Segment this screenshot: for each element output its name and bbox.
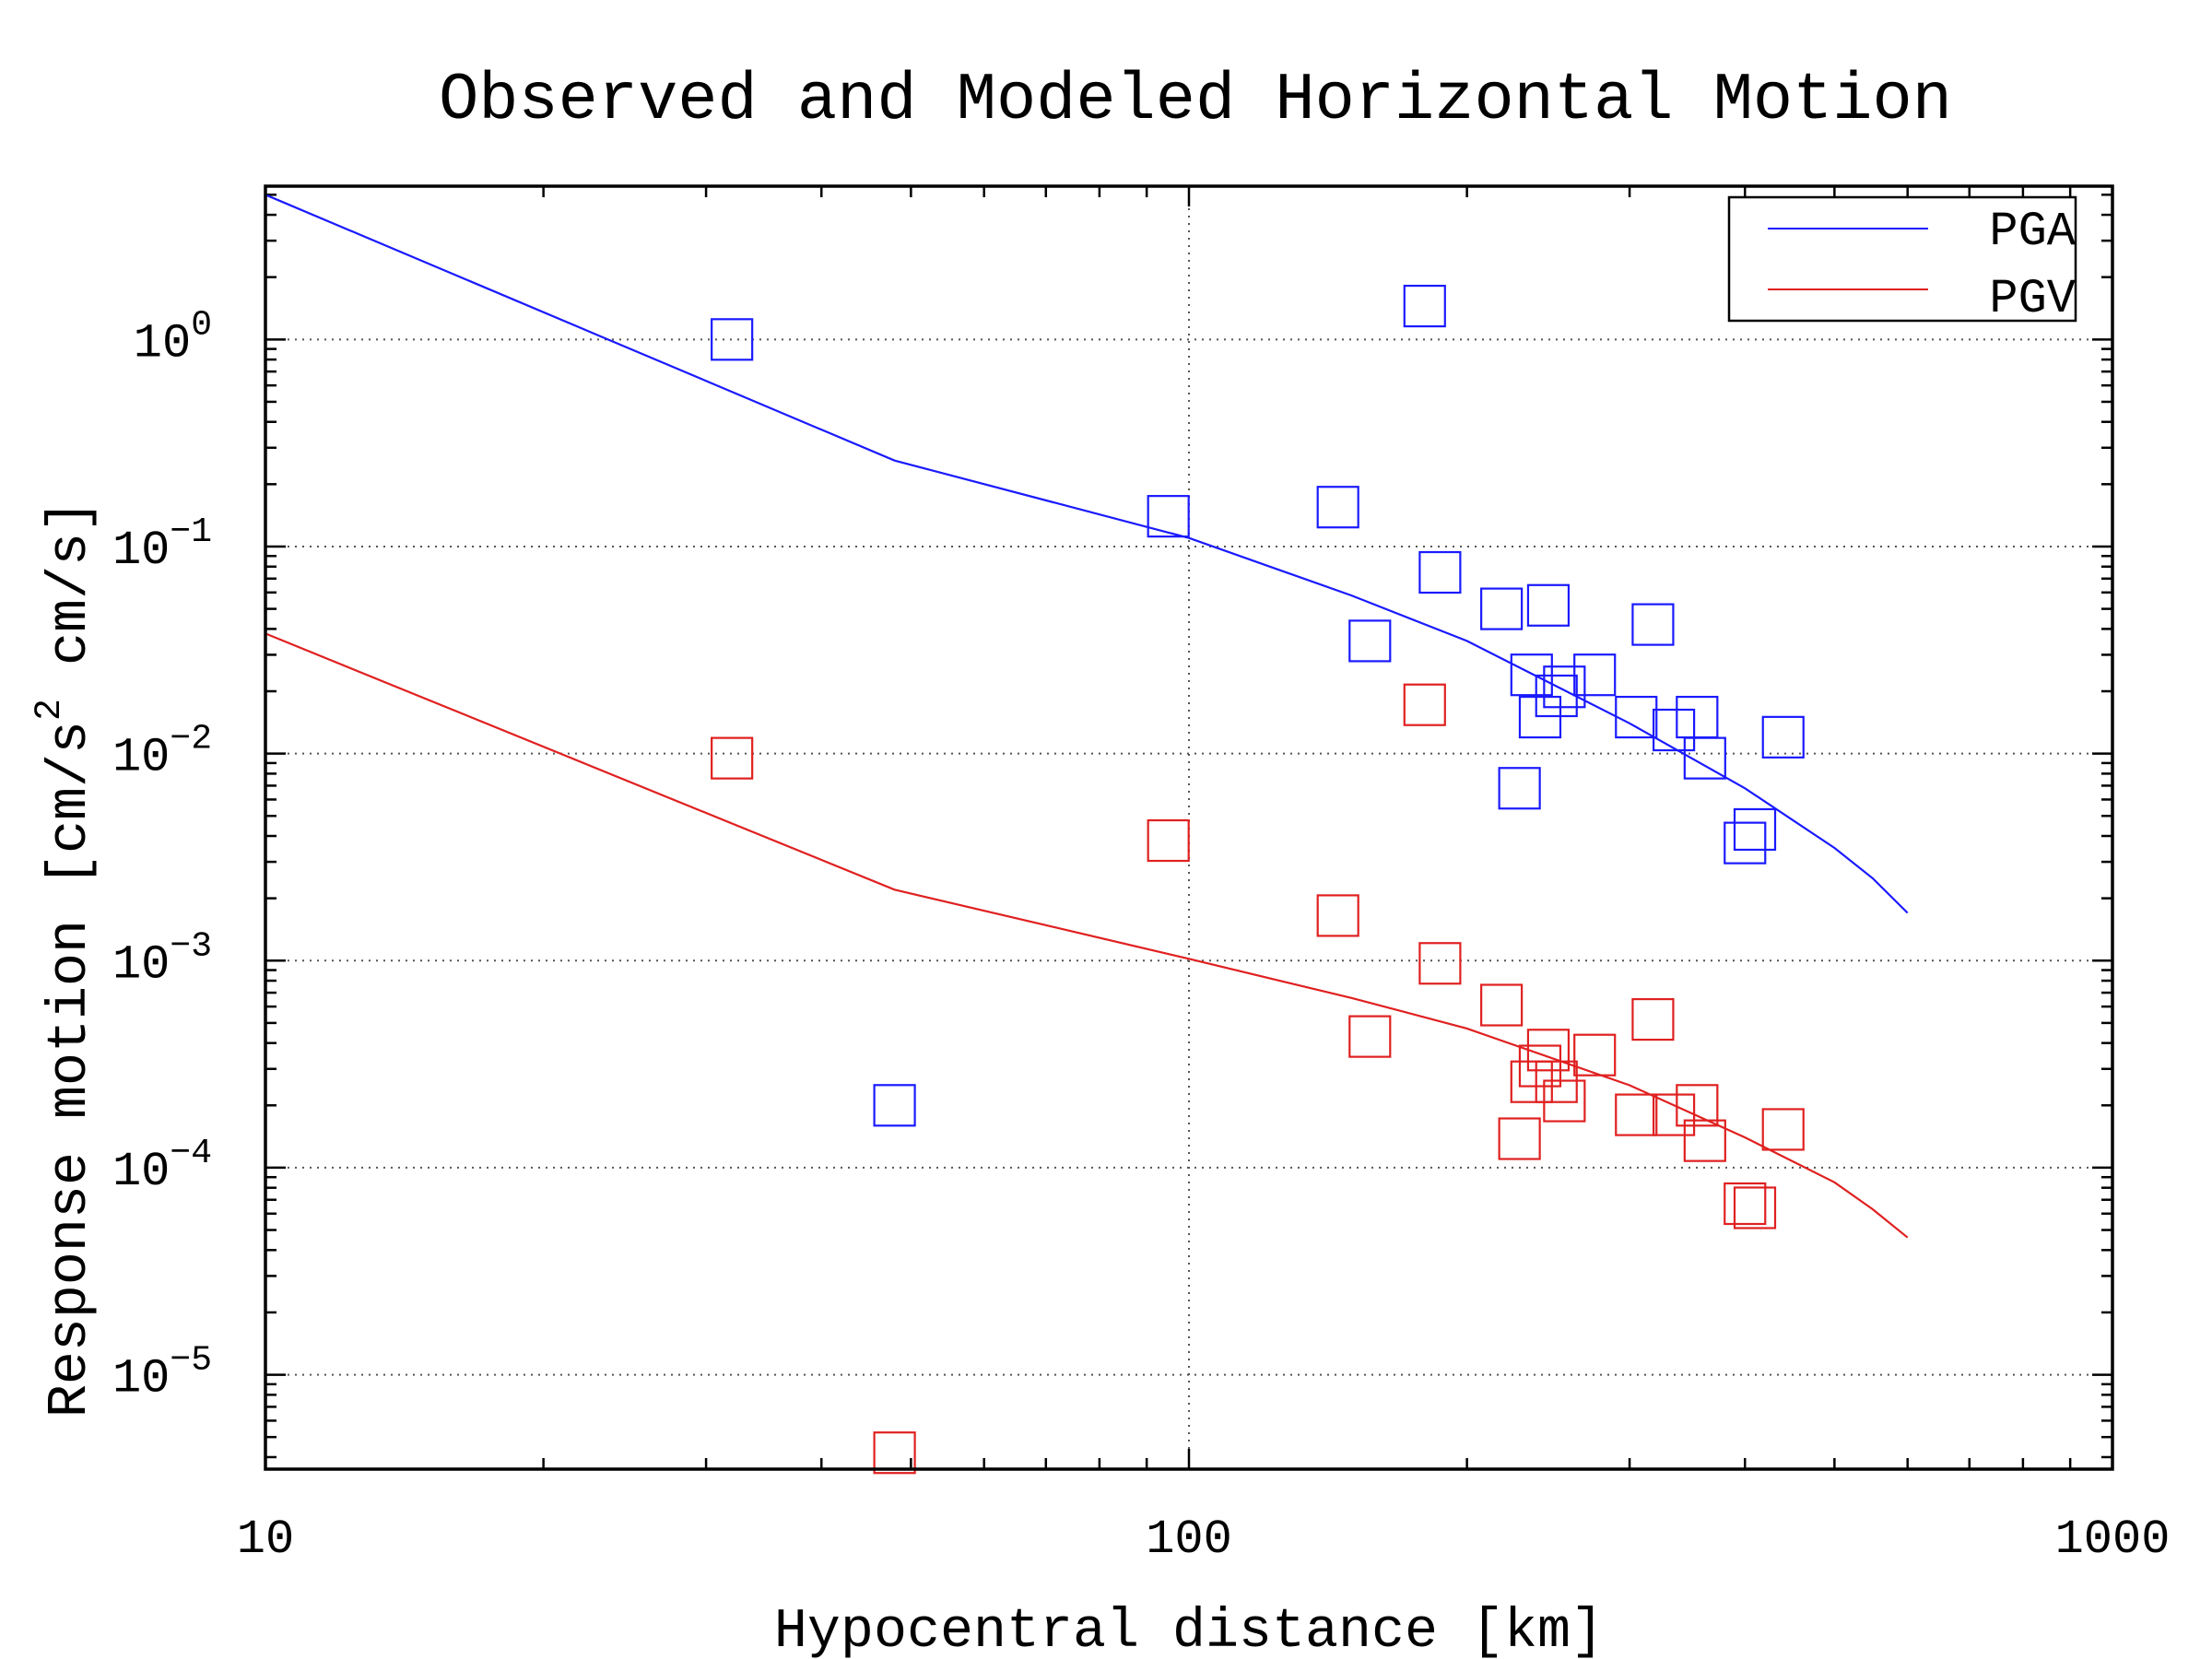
observed-point-pga bbox=[1733, 807, 1777, 852]
observed-point-pga bbox=[1573, 653, 1617, 697]
x-axis-label: Hypocentral distance [km] bbox=[774, 1601, 1604, 1659]
observed-point-pga bbox=[1761, 715, 1805, 759]
observed-point-pgv bbox=[1510, 1060, 1553, 1103]
observed-point-pgv bbox=[1403, 683, 1446, 726]
legend: PGA PGV bbox=[1727, 195, 2077, 326]
model-line-pga bbox=[265, 194, 1909, 914]
y-axis-label-superscript: 2 bbox=[29, 699, 71, 721]
observed-point-pga bbox=[1403, 284, 1446, 328]
x-tick-label: 1000 bbox=[2055, 1512, 2171, 1567]
plot-frame bbox=[264, 184, 2114, 1471]
observed-point-pgv bbox=[873, 1431, 916, 1475]
y-axis-label-suffix: cm/s] bbox=[40, 500, 102, 699]
model-line-pgv bbox=[265, 632, 1909, 1239]
observed-point-pgv bbox=[1724, 1182, 1767, 1226]
y-tick-label: 10−2 bbox=[112, 720, 212, 785]
y-axis-label-main: Response motion [cm/s bbox=[40, 721, 102, 1418]
observed-point-pgv bbox=[1316, 894, 1359, 937]
legend-label-pga: PGA bbox=[1989, 205, 2076, 259]
observed-point-pga bbox=[1147, 495, 1190, 538]
observed-point-pgv bbox=[1147, 818, 1190, 863]
y-tick-labels: 100 10−1 10−2 10−3 10−4 10−5 bbox=[112, 305, 212, 1406]
observed-point-pgv bbox=[1615, 1093, 1658, 1136]
y-tick-label: 10−4 bbox=[112, 1134, 212, 1199]
observed-point-pga bbox=[1652, 708, 1696, 752]
x-tick-label: 100 bbox=[1146, 1512, 1232, 1567]
observed-point-pga bbox=[1316, 486, 1359, 529]
observed-point-pga bbox=[1615, 695, 1658, 739]
observed-point-pgv bbox=[1543, 1079, 1586, 1123]
observed-point-pgv bbox=[1348, 1015, 1392, 1058]
observed-point-pgv bbox=[1480, 983, 1524, 1027]
y-tick-label: 10−1 bbox=[112, 512, 212, 578]
observed-point-pgv bbox=[1652, 1093, 1696, 1136]
axis-ticks bbox=[264, 186, 2112, 1469]
observed-point-pgv bbox=[1761, 1108, 1805, 1151]
observed-point-pga bbox=[1498, 767, 1541, 810]
legend-label-pgv: PGV bbox=[1989, 272, 2076, 326]
observed-point-pga bbox=[1631, 603, 1675, 646]
y-tick-label: 10−3 bbox=[112, 926, 212, 992]
series-layer bbox=[265, 194, 1909, 1475]
observed-point-pga bbox=[1526, 583, 1571, 627]
legend-box bbox=[1727, 195, 2077, 323]
observed-point-pga bbox=[1676, 695, 1719, 739]
observed-point-pgv bbox=[1733, 1186, 1777, 1230]
observed-point-pga bbox=[1418, 550, 1462, 594]
observed-point-pgv bbox=[1518, 1044, 1562, 1088]
observed-point-pgv bbox=[1676, 1084, 1719, 1127]
observed-point-pgv bbox=[1535, 1060, 1578, 1103]
observed-point-pga bbox=[1543, 665, 1586, 709]
chart-title: Observed and Modeled Horizontal Motion bbox=[439, 63, 1952, 138]
y-axis-label: Response motion [cm/s2 cm/s] bbox=[29, 500, 102, 1418]
observed-point-pga bbox=[873, 1084, 916, 1127]
observed-point-pga bbox=[1724, 821, 1767, 865]
observed-point-pgv bbox=[1573, 1033, 1617, 1077]
observed-point-pgv bbox=[1418, 942, 1462, 985]
observed-point-pga bbox=[1480, 587, 1524, 630]
observed-point-pga bbox=[1683, 736, 1726, 780]
x-tick-labels: 10 100 1000 bbox=[237, 1512, 2171, 1567]
y-tick-label: 100 bbox=[134, 305, 212, 371]
x-tick-label: 10 bbox=[237, 1512, 294, 1567]
observed-point-pgv bbox=[711, 736, 754, 780]
observed-point-pga bbox=[711, 318, 754, 361]
observed-point-pgv bbox=[1631, 997, 1675, 1041]
observed-point-pga bbox=[1348, 619, 1392, 663]
observed-point-pgv bbox=[1498, 1117, 1541, 1160]
observed-point-pgv bbox=[1526, 1029, 1571, 1072]
y-tick-label: 10−5 bbox=[112, 1341, 212, 1406]
observed-point-pgv bbox=[1683, 1119, 1726, 1162]
